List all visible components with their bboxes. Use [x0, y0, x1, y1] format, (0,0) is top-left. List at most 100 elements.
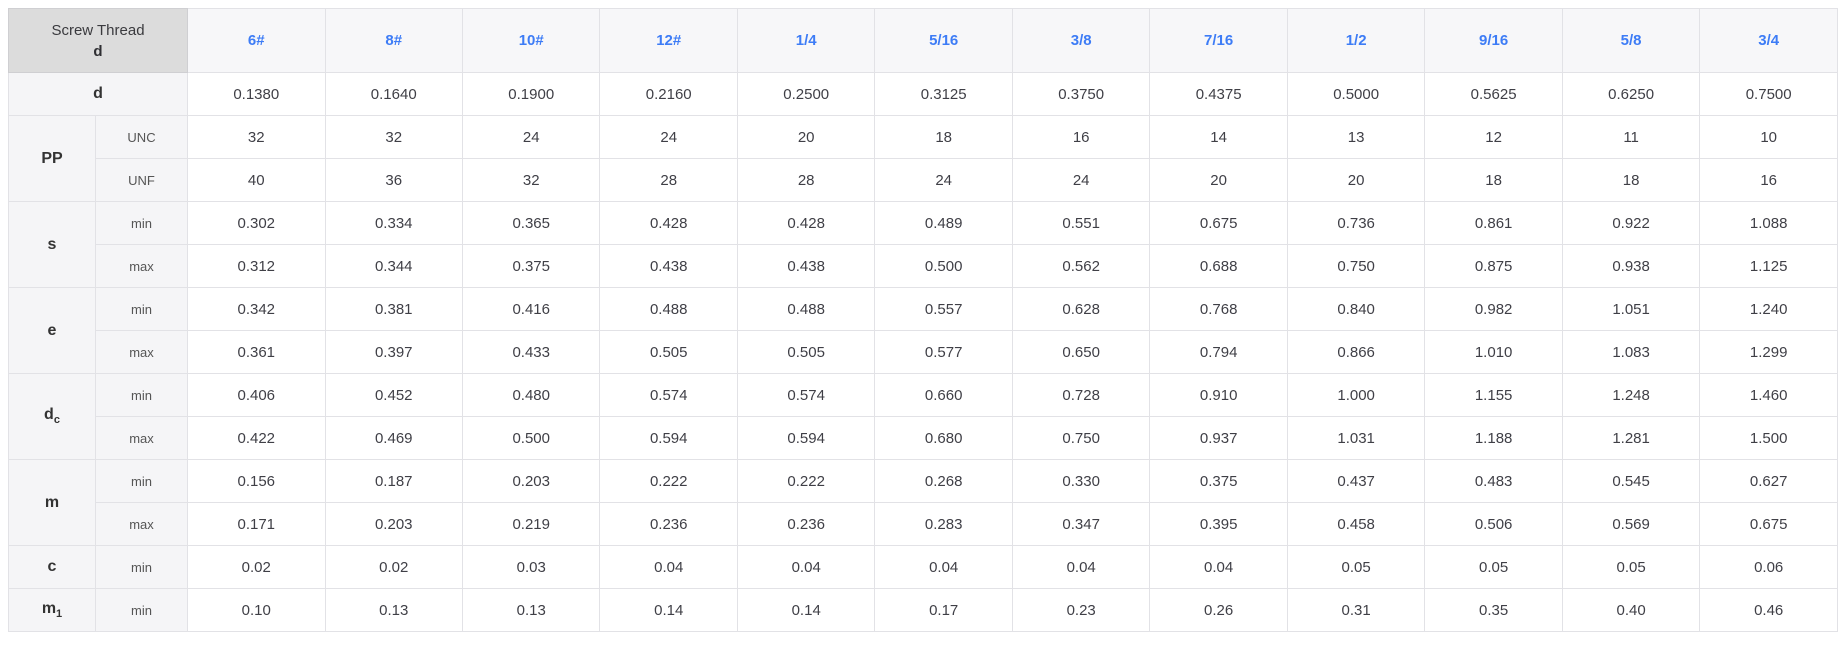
- row-sublabel: min: [94, 459, 189, 503]
- data-cell: 0.06: [1699, 545, 1838, 589]
- data-cell: 1.000: [1286, 373, 1426, 417]
- data-cell: 0.344: [324, 244, 463, 288]
- data-cell: 0.675: [1149, 201, 1288, 245]
- data-cell: 0.937: [1149, 416, 1288, 460]
- data-cell: 0.428: [599, 201, 738, 245]
- data-cell: 0.04: [874, 545, 1013, 589]
- corner-header: Screw Thread d: [7, 8, 189, 73]
- data-cell: 0.736: [1286, 201, 1426, 245]
- data-cell: 0.31: [1286, 588, 1426, 632]
- data-cell: 0.04: [1149, 545, 1288, 589]
- row-label-subscript: c: [53, 414, 60, 427]
- data-cell: 0.203: [461, 459, 601, 503]
- data-cell: 0.347: [1011, 502, 1151, 546]
- data-cell: 0.5625: [1424, 72, 1563, 116]
- data-cell: 16: [1699, 158, 1838, 202]
- data-cell: 0.489: [874, 201, 1013, 245]
- row-sublabel: min: [94, 588, 189, 632]
- data-cell: 0.13: [461, 588, 601, 632]
- data-cell: 1.188: [1424, 416, 1563, 460]
- data-cell: 24: [599, 115, 738, 159]
- row-sublabel: UNC: [94, 115, 189, 159]
- data-cell: 1.125: [1699, 244, 1838, 288]
- data-cell: 0.10: [187, 588, 326, 632]
- data-cell: 1.155: [1424, 373, 1563, 417]
- data-cell: 0.236: [736, 502, 876, 546]
- data-cell: 0.375: [461, 244, 601, 288]
- data-cell: 24: [461, 115, 601, 159]
- data-cell: 0.222: [599, 459, 738, 503]
- data-cell: 0.05: [1424, 545, 1563, 589]
- row-label: PP: [8, 115, 96, 202]
- data-cell: 1.240: [1699, 287, 1838, 331]
- data-cell: 24: [874, 158, 1013, 202]
- data-cell: 0.1640: [324, 72, 463, 116]
- data-cell: 0.381: [324, 287, 463, 331]
- data-cell: 0.452: [324, 373, 463, 417]
- data-cell: 1.500: [1699, 416, 1838, 460]
- data-cell: 0.982: [1424, 287, 1563, 331]
- data-cell: 28: [599, 158, 738, 202]
- row-label: s: [8, 201, 96, 288]
- data-cell: 0.2500: [736, 72, 876, 116]
- data-cell: 32: [187, 115, 326, 159]
- data-cell: 1.010: [1424, 330, 1563, 374]
- row-sublabel: max: [94, 416, 189, 460]
- data-cell: 1.248: [1561, 373, 1701, 417]
- data-cell: 0.222: [736, 459, 876, 503]
- data-cell: 1.088: [1699, 201, 1838, 245]
- data-cell: 0.506: [1424, 502, 1563, 546]
- data-cell: 0.574: [599, 373, 738, 417]
- data-cell: 20: [736, 115, 876, 159]
- data-cell: 1.031: [1286, 416, 1426, 460]
- column-header: 9/16: [1424, 8, 1563, 73]
- table-row: max 0.312 0.344 0.375 0.438 0.438 0.500 0.562 0.…: [9, 244, 1838, 288]
- data-cell: 0.02: [187, 545, 326, 589]
- data-cell: 0.569: [1561, 502, 1701, 546]
- data-cell: 0.728: [1011, 373, 1151, 417]
- data-cell: 0.680: [874, 416, 1013, 460]
- row-sublabel: min: [94, 373, 189, 417]
- data-cell: 0.14: [736, 588, 876, 632]
- data-cell: 0.330: [1011, 459, 1151, 503]
- corner-title: Screw Thread: [51, 22, 145, 40]
- row-sublabel: max: [94, 502, 189, 546]
- table-row: m min 0.156 0.187 0.203 0.222 0.222 0.268 0.330 0…: [8, 459, 1838, 546]
- table-row: m1 min 0.10 0.13 0.13 0.14 0.14 0.17 0.23 0.26 0.3…: [8, 588, 1838, 632]
- data-cell: 0.171: [187, 502, 326, 546]
- data-cell: 0.5000: [1286, 72, 1426, 116]
- row-label: d: [7, 72, 189, 116]
- data-cell: 1.083: [1561, 330, 1701, 374]
- column-header: 6#: [187, 8, 326, 73]
- data-cell: 0.922: [1561, 201, 1701, 245]
- data-cell: 0.750: [1011, 416, 1151, 460]
- data-cell: 0.365: [461, 201, 601, 245]
- data-cell: 0.14: [599, 588, 738, 632]
- column-header: 1/2: [1286, 8, 1426, 73]
- data-cell: 20: [1149, 158, 1288, 202]
- data-cell: 24: [1011, 158, 1151, 202]
- data-cell: 0.594: [599, 416, 738, 460]
- table-row: d 0.1380 0.1640 0.1900 0.2160 0.2500 0.3125 0.3…: [7, 72, 1838, 116]
- row-sublabel: max: [94, 330, 189, 374]
- data-cell: 10: [1699, 115, 1838, 159]
- row-label-text: s: [47, 235, 57, 253]
- row-label-text: m: [41, 599, 57, 617]
- data-cell: 0.650: [1011, 330, 1151, 374]
- data-cell: 0.23: [1011, 588, 1151, 632]
- data-cell: 0.395: [1149, 502, 1288, 546]
- data-cell: 0.628: [1011, 287, 1151, 331]
- data-cell: 0.35: [1424, 588, 1563, 632]
- row-label-text: d: [44, 406, 54, 424]
- column-header: 12#: [599, 8, 738, 73]
- table-row: s min 0.302 0.334 0.365 0.428 0.428 0.489 0.551 0…: [8, 201, 1838, 288]
- data-cell: 0.236: [599, 502, 738, 546]
- data-cell: 0.768: [1149, 287, 1288, 331]
- row-sublabel: max: [94, 244, 189, 288]
- data-cell: 0.17: [874, 588, 1013, 632]
- data-cell: 0.438: [599, 244, 738, 288]
- data-cell: 0.574: [736, 373, 876, 417]
- data-cell: 18: [1424, 158, 1563, 202]
- column-header: 5/8: [1561, 8, 1701, 73]
- row-sublabel: UNF: [94, 158, 189, 202]
